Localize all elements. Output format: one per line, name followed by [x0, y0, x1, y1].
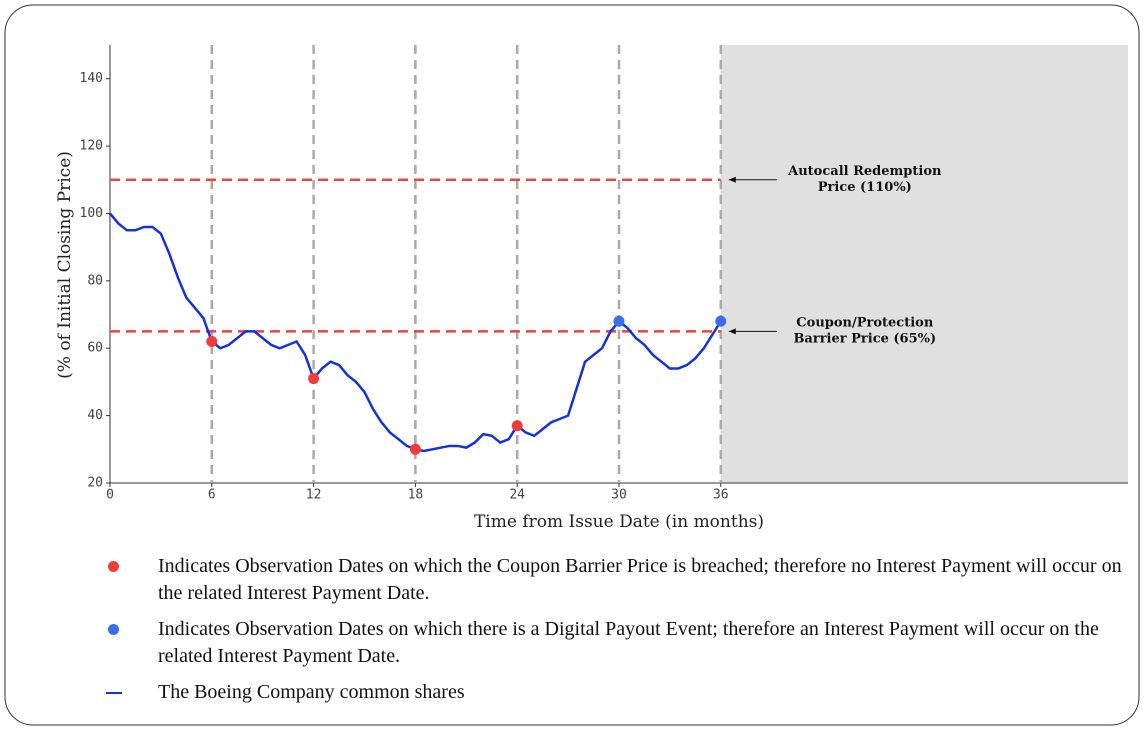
- x-tick-label: 12: [306, 488, 322, 503]
- shaded-region: [720, 45, 1128, 483]
- observation-point: [715, 315, 727, 327]
- arrow-head: [728, 328, 736, 335]
- x-tick-label: 36: [713, 488, 729, 503]
- legend-text: The Boeing Company common shares: [158, 681, 465, 703]
- y-tick-label: 100: [80, 206, 103, 221]
- observation-point: [206, 335, 218, 347]
- observation-point: [613, 315, 625, 327]
- x-tick-label: 6: [208, 488, 216, 503]
- observation-point: [308, 373, 320, 385]
- x-tick-label: 24: [509, 488, 525, 503]
- legend-marker: [108, 624, 119, 635]
- x-tick-label: 18: [408, 488, 424, 503]
- frame: [4, 4, 1140, 726]
- arrow-head: [728, 176, 736, 183]
- legend-line: [106, 692, 122, 694]
- x-tick-label: 30: [611, 488, 627, 503]
- legend-text: Indicates Observation Dates on which the…: [158, 555, 1122, 604]
- observation-point: [409, 443, 421, 455]
- y-tick-label: 20: [87, 476, 103, 491]
- annotation-text: Price (110%): [818, 180, 912, 195]
- y-axis-label: (% of Initial Closing Price): [55, 151, 75, 379]
- legend-text: Indicates Observation Dates on which the…: [158, 618, 1099, 667]
- y-tick-label: 80: [87, 273, 103, 288]
- y-tick-label: 120: [80, 139, 103, 154]
- y-tick-label: 60: [87, 341, 103, 356]
- observation-point: [511, 420, 523, 432]
- x-axis-label: Time from Issue Date (in months): [474, 512, 764, 532]
- x-tick-label: 0: [106, 488, 114, 503]
- annotation-text: Autocall Redemption: [787, 164, 942, 179]
- y-tick-label: 140: [80, 71, 103, 86]
- annotation-text: Barrier Price (65%): [793, 331, 936, 346]
- y-tick-label: 40: [87, 408, 103, 423]
- legend-marker: [108, 561, 119, 572]
- annotation-text: Coupon/Protection: [796, 315, 934, 330]
